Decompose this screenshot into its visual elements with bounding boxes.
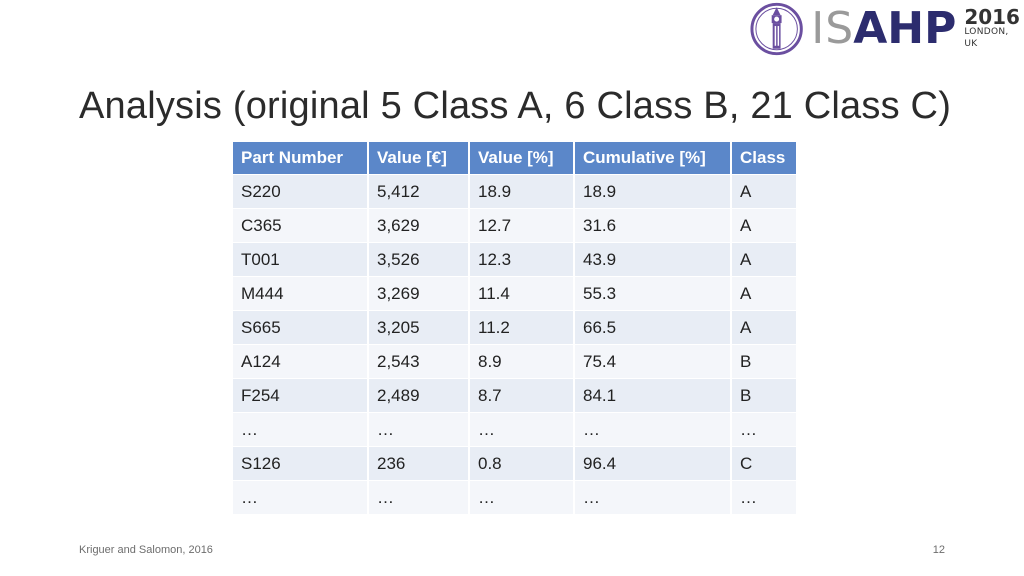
cell-class: C [731, 446, 798, 481]
cell-part-number: … [233, 412, 369, 447]
cell-part-number: T001 [233, 242, 369, 277]
cell-class: A [731, 276, 798, 311]
cell-value-eur: … [368, 412, 470, 447]
cell-cumulative-percent: 31.6 [574, 208, 732, 243]
table-row: S126 236 0.8 96.4 C [233, 446, 798, 481]
cell-part-number: M444 [233, 276, 369, 311]
footer-page-number: 12 [932, 544, 945, 556]
cell-part-number: C365 [233, 208, 369, 243]
cell-value-eur: 3,205 [368, 310, 470, 345]
table-header-row: Part Number Value [€] Value [%] Cumulati… [233, 142, 798, 175]
logo-letter-s: S [825, 3, 854, 54]
cell-value-percent: 8.7 [469, 378, 575, 413]
cell-value-percent: … [469, 480, 575, 515]
table-row: C365 3,629 12.7 31.6 A [233, 208, 798, 243]
cell-part-number: F254 [233, 378, 369, 413]
cell-value-percent: 12.7 [469, 208, 575, 243]
cell-class: A [731, 208, 798, 243]
logo-city: LONDON, UK [964, 27, 1009, 49]
cell-cumulative-percent: 84.1 [574, 378, 732, 413]
cell-value-eur: 3,269 [368, 276, 470, 311]
footer-authors: Kriguer and Salomon, 2016 [79, 544, 213, 556]
cell-value-eur: 236 [368, 446, 470, 481]
cell-cumulative-percent: 96.4 [574, 446, 732, 481]
cell-value-percent: … [469, 412, 575, 447]
cell-class: A [731, 242, 798, 277]
table-row: A124 2,543 8.9 75.4 B [233, 344, 798, 379]
table-row: T001 3,526 12.3 43.9 A [233, 242, 798, 277]
cell-class: … [731, 412, 798, 447]
cell-value-percent: 12.3 [469, 242, 575, 277]
table-row: … … … … … [233, 480, 798, 515]
cell-value-eur: … [368, 480, 470, 515]
cell-value-eur: 3,629 [368, 208, 470, 243]
cell-value-percent: 8.9 [469, 344, 575, 379]
header-cumulative-percent: Cumulative [%] [574, 142, 732, 175]
logo-year: 2016 [964, 5, 1020, 30]
table-row: M444 3,269 11.4 55.3 A [233, 276, 798, 311]
abc-analysis-table: Part Number Value [€] Value [%] Cumulati… [233, 142, 798, 515]
cell-cumulative-percent: 66.5 [574, 310, 732, 345]
logo-letter-i: I [811, 3, 825, 54]
cell-class: A [731, 174, 798, 209]
header-value-eur: Value [€] [368, 142, 470, 175]
header-part-number: Part Number [233, 142, 369, 175]
table-row: S665 3,205 11.2 66.5 A [233, 310, 798, 345]
cell-value-eur: 5,412 [368, 174, 470, 209]
cell-class: … [731, 480, 798, 515]
cell-value-eur: 3,526 [368, 242, 470, 277]
cell-cumulative-percent: 43.9 [574, 242, 732, 277]
cell-class: A [731, 310, 798, 345]
table-row: F254 2,489 8.7 84.1 B [233, 378, 798, 413]
cell-part-number: S126 [233, 446, 369, 481]
cell-value-percent: 11.2 [469, 310, 575, 345]
conference-logo: I S AHP 2016 LONDON, UK [748, 0, 1024, 58]
header-value-percent: Value [%] [469, 142, 575, 175]
cell-class: B [731, 344, 798, 379]
header-class: Class [731, 142, 798, 175]
cell-value-percent: 11.4 [469, 276, 575, 311]
cell-cumulative-percent: 75.4 [574, 344, 732, 379]
cell-value-eur: 2,489 [368, 378, 470, 413]
cell-cumulative-percent: 18.9 [574, 174, 732, 209]
cell-value-eur: 2,543 [368, 344, 470, 379]
table-row: S220 5,412 18.9 18.9 A [233, 174, 798, 209]
cell-part-number: … [233, 480, 369, 515]
cell-value-percent: 0.8 [469, 446, 575, 481]
cell-part-number: S220 [233, 174, 369, 209]
cell-cumulative-percent: 55.3 [574, 276, 732, 311]
big-ben-emblem-icon [750, 2, 803, 56]
cell-cumulative-percent: … [574, 412, 732, 447]
logo-letters-ahp: AHP [853, 3, 957, 54]
logo-event-info: 2016 LONDON, UK [964, 7, 1024, 50]
cell-part-number: A124 [233, 344, 369, 379]
slide-title: Analysis (original 5 Class A, 6 Class B,… [79, 85, 952, 128]
cell-value-percent: 18.9 [469, 174, 575, 209]
cell-class: B [731, 378, 798, 413]
table-row: … … … … … [233, 412, 798, 447]
cell-cumulative-percent: … [574, 480, 732, 515]
cell-part-number: S665 [233, 310, 369, 345]
logo-wordmark: I S AHP [811, 7, 956, 51]
